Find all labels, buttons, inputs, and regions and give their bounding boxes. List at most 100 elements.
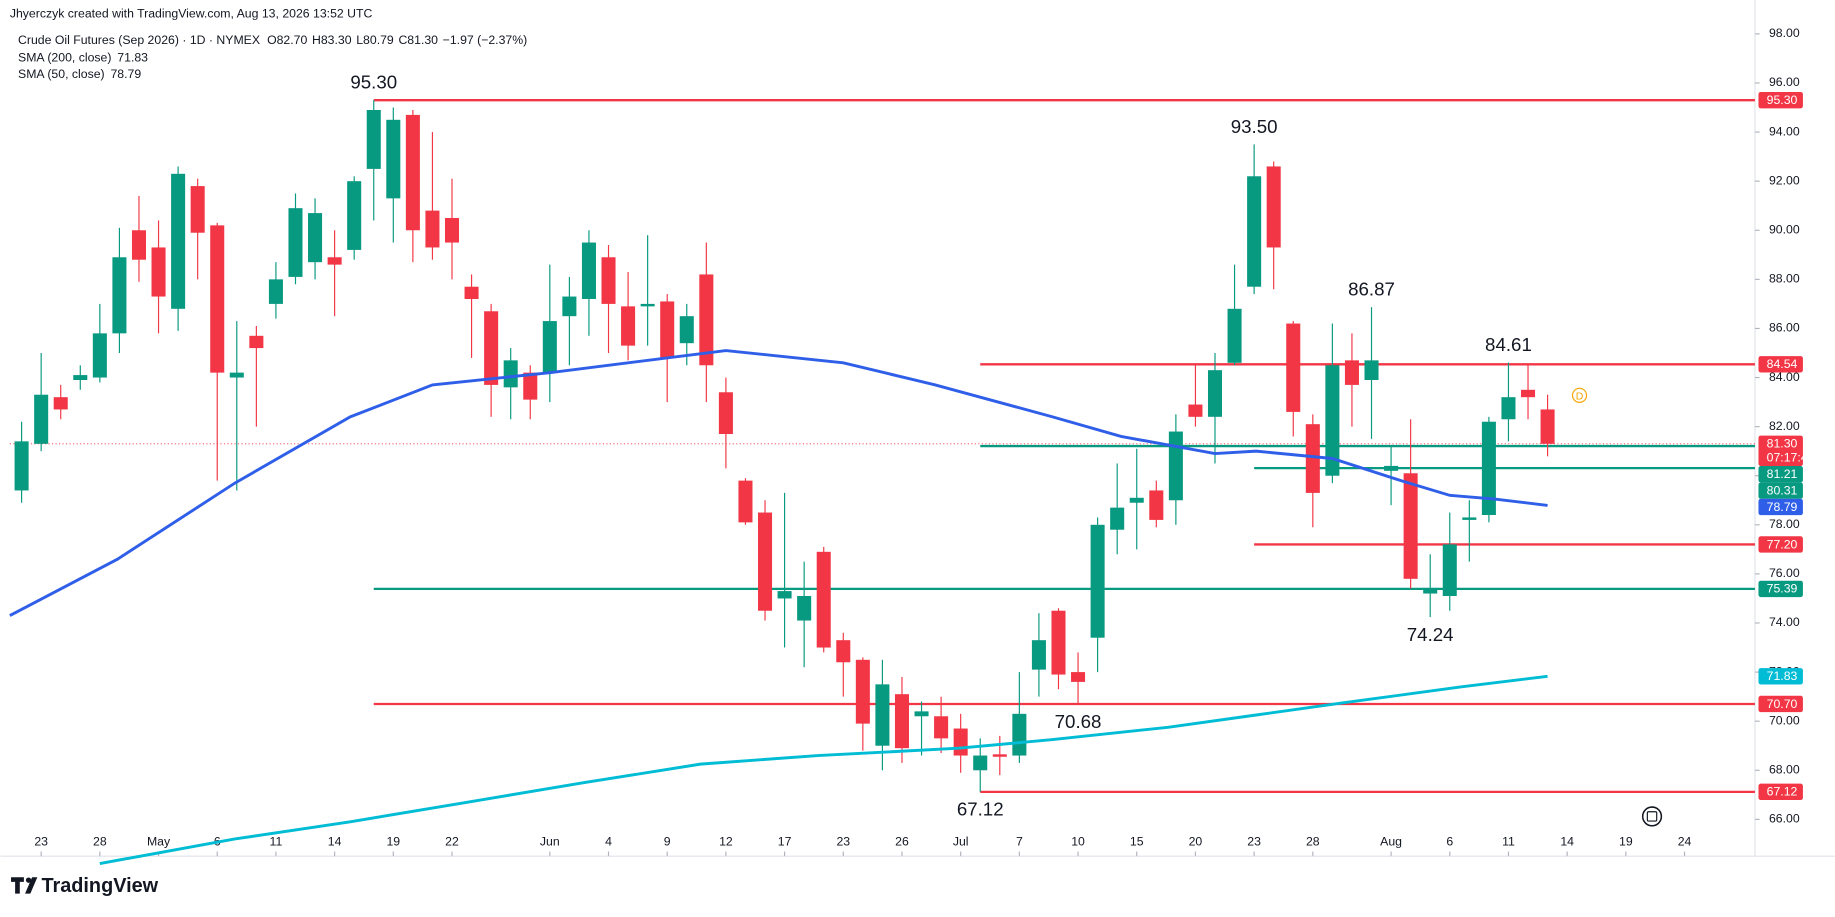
price-badge-label: 84.54 [1767, 357, 1798, 371]
candle-body [718, 392, 733, 434]
candle-body [1403, 473, 1418, 579]
brand-logo: TradingView [11, 875, 159, 897]
candle-body [1168, 431, 1183, 501]
x-tick-label: 4 [605, 834, 612, 848]
change: −1.97 (−2.37%) [443, 33, 528, 47]
credit: Jhyerczyk created with TradingView.com, … [10, 6, 373, 20]
candle-body [112, 257, 127, 334]
candle-body [1207, 370, 1223, 417]
candle-body [1462, 517, 1477, 520]
sma-value: 78.79 [110, 67, 141, 81]
x-tick-label: 19 [386, 834, 400, 848]
candle-body [444, 217, 460, 243]
x-tick-label: 14 [1560, 834, 1574, 848]
price-annotation: 84.61 [1485, 334, 1532, 355]
price-badge-label: 80.31 [1767, 483, 1798, 497]
candle-body [1247, 176, 1262, 287]
candle-body [1286, 323, 1301, 412]
price-badge [1758, 482, 1803, 499]
candle-body [386, 119, 401, 199]
candle-body [366, 109, 381, 169]
x-tick-label: 22 [445, 834, 459, 848]
x-tick-label: Jun [540, 834, 560, 848]
ohlc-key: L [356, 33, 363, 47]
candle-body [405, 114, 420, 231]
x-tick-label: 28 [93, 834, 107, 848]
candle-body [875, 684, 890, 746]
legend: Crude Oil Futures (Sep 2026) · 1D · NYME… [18, 33, 527, 81]
candle-body [1051, 610, 1066, 675]
price-badge-label: 70.70 [1767, 697, 1798, 711]
candle-body [1090, 524, 1105, 638]
candle-body [1481, 421, 1496, 515]
dividend-marker[interactable] [1571, 387, 1588, 403]
sma-line [9, 349, 1548, 617]
candle-body [92, 333, 107, 378]
price-annotation: 70.68 [1055, 711, 1102, 732]
sma-line [99, 674, 1548, 865]
price-badge [1758, 668, 1803, 685]
x-tick-label: 12 [719, 834, 733, 848]
y-tick-label: 98.00 [1769, 26, 1800, 40]
price-annotation: 86.87 [1348, 279, 1395, 300]
goto-icon[interactable] [1641, 806, 1663, 827]
candle-body [268, 279, 283, 304]
candle-body [1423, 588, 1438, 594]
candle-body [1501, 397, 1516, 420]
x-tick-label: Aug [1380, 834, 1402, 848]
price-badge [1758, 91, 1803, 109]
candle-body [1364, 360, 1379, 380]
x-tick-label: May [147, 834, 171, 848]
price-badge-label: 78.79 [1767, 500, 1798, 514]
candle-body [523, 372, 538, 400]
candle-body [1384, 465, 1399, 471]
candle-body [797, 595, 812, 621]
x-tick-label: 6 [1446, 834, 1453, 848]
candle-body [699, 274, 714, 366]
candle-body [151, 247, 166, 297]
y-tick-label: 74.00 [1769, 615, 1800, 629]
price-badge [1758, 356, 1803, 373]
sma-name: SMA (50, close) [18, 67, 105, 81]
candle-body [992, 754, 1007, 757]
sma-value: 71.83 [117, 51, 148, 65]
candle-body [308, 213, 323, 263]
y-tick-label: 92.00 [1769, 173, 1800, 187]
x-tick-label: 7 [1016, 834, 1023, 848]
price-badge [1758, 498, 1803, 516]
ohlc-key: O [267, 33, 277, 47]
candle-body [855, 659, 870, 724]
x-tick-label: 24 [1678, 834, 1692, 848]
price-badge [1758, 536, 1803, 553]
candle-body [1540, 409, 1555, 444]
price-badge-label: 77.20 [1767, 537, 1798, 551]
goto-icon-ring [1641, 806, 1663, 827]
x-tick-label: 17 [778, 834, 792, 848]
y-tick-label: 86.00 [1769, 321, 1800, 335]
x-tick-label: 10 [1071, 834, 1085, 848]
ohlc-key: C [398, 33, 407, 47]
price-badge [1758, 435, 1803, 467]
price-annotation: 67.12 [957, 799, 1004, 820]
candle-body [914, 711, 929, 717]
candle-body [816, 551, 831, 648]
candle-body [34, 394, 49, 444]
x-tick-label: Jul [953, 834, 969, 848]
brand-dot [25, 877, 32, 883]
y-tick-label: 90.00 [1769, 223, 1800, 237]
candle-body [53, 397, 68, 410]
candle-body [347, 181, 362, 250]
symbol: Crude Oil Futures (Sep 2026) · 1D · NYME… [18, 33, 260, 47]
candle-body [738, 480, 753, 523]
price-badge [1758, 695, 1803, 713]
candle-body [288, 208, 303, 277]
candle-body [1149, 490, 1164, 520]
candle-body [210, 225, 225, 373]
candle-body [581, 242, 596, 299]
candle-body [171, 173, 186, 309]
candle-body [425, 210, 440, 248]
candle-body [973, 755, 988, 771]
